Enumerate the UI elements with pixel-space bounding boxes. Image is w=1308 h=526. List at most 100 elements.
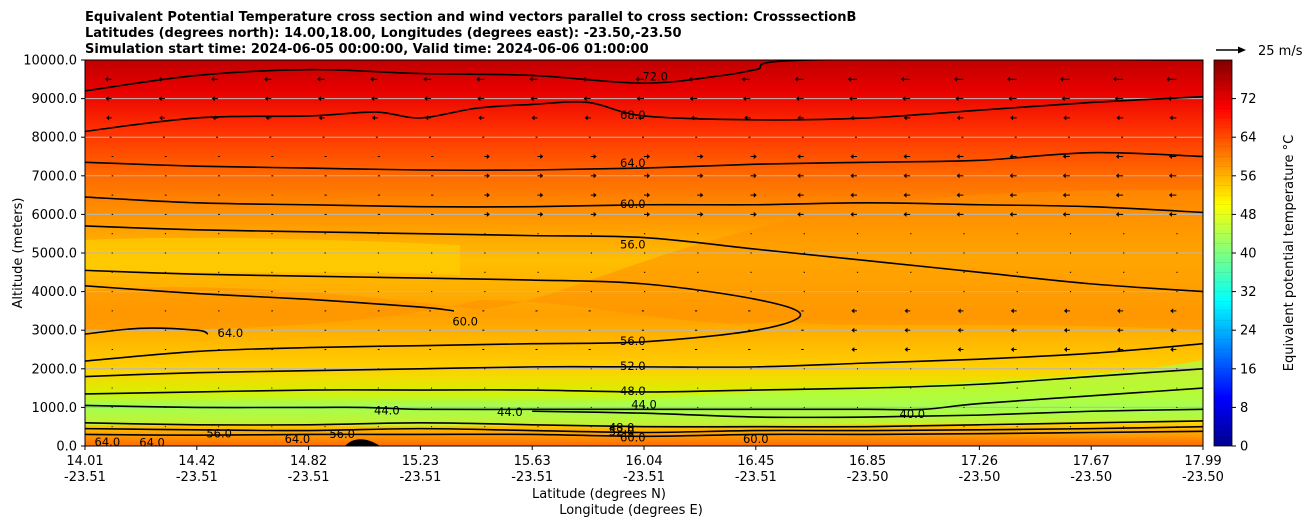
wind-vector-head [486, 211, 490, 217]
colorbar-tick-label: 8 [1240, 401, 1248, 416]
contour-label: 56.0 [620, 334, 646, 348]
wind-vector-head [797, 211, 801, 217]
colorbar-tick-label: 64 [1240, 131, 1257, 146]
wind-vector-head [1061, 96, 1065, 102]
y-tick-label: 5000.0 [32, 247, 78, 262]
y-tick-label: 0.0 [56, 440, 77, 455]
wind-vector-head [797, 192, 801, 198]
wind-vector-head [753, 154, 757, 159]
contour-label: 56.0 [206, 426, 232, 440]
wind-vector-head [956, 154, 960, 159]
wind-vector-head [540, 211, 544, 217]
wind-vector-head [1170, 308, 1174, 314]
wind-vector-head [1009, 211, 1013, 217]
wind-vector-head [647, 154, 650, 159]
wind-vector-head [476, 76, 480, 82]
wind-vector-head [584, 115, 588, 121]
x-tick-label-longitude: -23.50 [847, 470, 889, 485]
wind-vector-head [851, 308, 855, 314]
colorbar-tick-label: 56 [1240, 169, 1257, 184]
wind-vector-head [159, 115, 163, 121]
wind-vector-head [903, 115, 907, 121]
y-tick-label: 4000.0 [32, 285, 78, 300]
chart-title-line-2: Latitudes (degrees north): 14.00,18.00, … [85, 26, 682, 41]
contour-label: 52.0 [609, 424, 635, 438]
upper-band-left [85, 190, 1203, 330]
wind-vector-head [956, 115, 960, 121]
wind-vector-head [318, 96, 322, 102]
x-tick-label-latitude: 14.01 [66, 454, 103, 469]
x-axis-label-latitude: Latitude (degrees N) [532, 487, 666, 502]
wind-vector-head [1060, 76, 1064, 82]
wind-vector-head [956, 211, 960, 217]
wind-vector-head [1062, 173, 1066, 179]
wind-vector-head [797, 115, 801, 121]
wind-vector-head [1010, 115, 1014, 121]
wind-vector-head [904, 347, 908, 352]
wind-vector-head [1168, 211, 1172, 217]
wind-vector-head [1168, 192, 1172, 198]
quiver-key-arrowhead [1238, 46, 1246, 54]
contour-label: 60.0 [620, 197, 646, 211]
wind-vector-head [700, 173, 704, 179]
x-tick-label-longitude: -23.50 [958, 470, 1000, 485]
colorbar-tick-label: 32 [1240, 285, 1257, 300]
wind-vector-head [371, 115, 375, 121]
contour-line-64 [85, 151, 1203, 172]
wind-vector-head [797, 173, 801, 179]
contour-line-56 [85, 269, 802, 362]
wind-vector-head [486, 192, 490, 198]
colorbar-tick-label: 0 [1240, 440, 1248, 455]
wind-vector-head [1170, 347, 1174, 352]
wind-vector-head [593, 173, 597, 179]
wind-vector-head [1063, 308, 1067, 314]
y-tick-label: 7000.0 [32, 169, 78, 184]
colorbar-label: Equivalent potential temperature °C [1282, 135, 1297, 371]
colorbar-ticks: 0 8 16 24 32 40 48 56 64 72 [1214, 69, 1257, 455]
contour-label: 64.0 [285, 432, 311, 446]
contour-line-44 [85, 387, 1203, 411]
x-tick-label-latitude: 16.45 [737, 454, 774, 469]
surface-dark-blob [345, 439, 380, 446]
contour-line-52 [85, 425, 1203, 434]
wind-vector-head [635, 76, 639, 82]
x-tick-label-longitude: -23.51 [288, 470, 330, 485]
wind-vector-head [903, 192, 907, 198]
wind-vector-head [742, 96, 746, 102]
contour-label: 64.0 [95, 435, 121, 449]
x-tick-label-latitude: 14.82 [290, 454, 327, 469]
wind-vector-head [957, 347, 961, 352]
contour-line-60 [85, 196, 1203, 214]
contour-lines [85, 60, 1203, 438]
wind-vector-head [593, 154, 597, 159]
x-tick-label-longitude: -23.50 [1182, 470, 1224, 485]
contour-label: 60.0 [620, 430, 646, 444]
wind-vector-head [637, 115, 641, 121]
wind-vector-head [647, 173, 650, 179]
wind-vector-head [530, 96, 534, 102]
wind-vector-head [1063, 115, 1067, 121]
colorbar-tick-label: 40 [1240, 247, 1257, 262]
wind-vector-head [105, 76, 109, 82]
wind-vector-head [1170, 327, 1174, 333]
wind-vector-head [796, 96, 800, 102]
wind-vector-head [593, 211, 597, 217]
wind-vector-head [794, 76, 798, 82]
wind-vector-head [903, 173, 907, 179]
wind-vector-head [529, 76, 533, 82]
wind-vector-head [593, 192, 597, 198]
y-tick-label: 2000.0 [32, 362, 78, 377]
wind-vector-head [1169, 115, 1173, 121]
wind-vector-head [212, 115, 216, 121]
wind-vector-head [851, 347, 855, 352]
contour-line-56 [85, 225, 1203, 293]
wind-vector-head [847, 76, 851, 82]
wind-vector-head [1168, 173, 1172, 179]
wind-vector-head [904, 308, 908, 314]
colorbar-tick-label: 48 [1240, 208, 1257, 223]
wind-vector-head [158, 96, 162, 102]
contour-label: 56.0 [620, 237, 646, 251]
wind-vector-head [689, 96, 693, 102]
x-tick-label-longitude: -23.51 [176, 470, 218, 485]
